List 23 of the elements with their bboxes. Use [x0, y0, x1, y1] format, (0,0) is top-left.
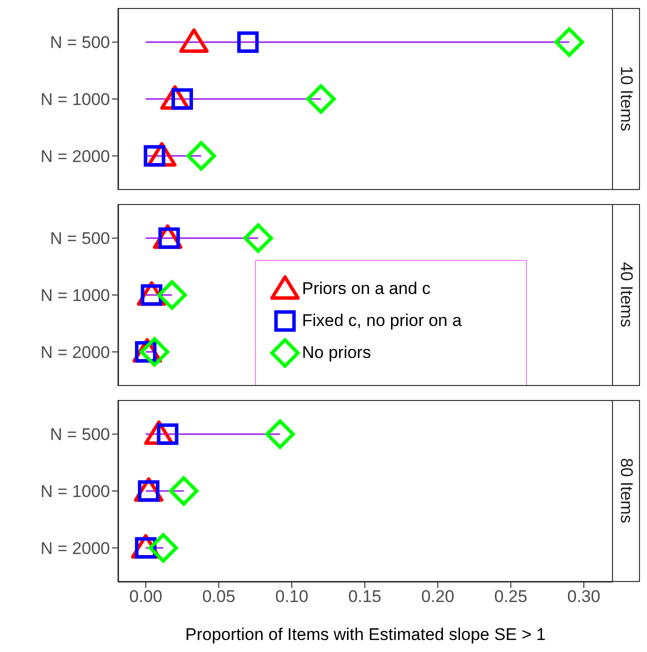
legend-label: Fixed c, no prior on a: [302, 311, 462, 331]
text: 10 Items: [616, 66, 636, 132]
y-tick-label: N = 2000: [40, 342, 110, 362]
y-tick-label: N = 1000: [40, 482, 110, 502]
y-tick-label: N = 1000: [40, 286, 110, 306]
x-tick-label: 0.20: [421, 587, 454, 606]
y-tick-label: N = 1000: [40, 90, 110, 110]
legend-label: Priors on a and c: [302, 279, 431, 299]
text: 40 Items: [616, 262, 636, 328]
x-tick-label: 0.05: [202, 587, 236, 606]
y-tick-label: N = 2000: [40, 538, 110, 558]
x-tick-label: 0.10: [275, 587, 308, 606]
x-tick-label: 0.00: [129, 587, 162, 606]
x-tick-label: 0.15: [348, 587, 382, 606]
text: 80 Items: [616, 458, 636, 524]
y-tick-label: N = 500: [50, 229, 110, 248]
y-tick-label: N = 2000: [40, 146, 110, 166]
y-tick-label: N = 500: [50, 425, 110, 444]
x-tick-label: 0.30: [567, 587, 600, 606]
x-axis-title: Proportion of Items with Estimated slope SE > 1: [185, 625, 546, 644]
y-tick-label: N = 500: [50, 33, 110, 52]
legend-label: No priors: [302, 343, 371, 363]
x-tick-label: 0.25: [494, 587, 528, 606]
